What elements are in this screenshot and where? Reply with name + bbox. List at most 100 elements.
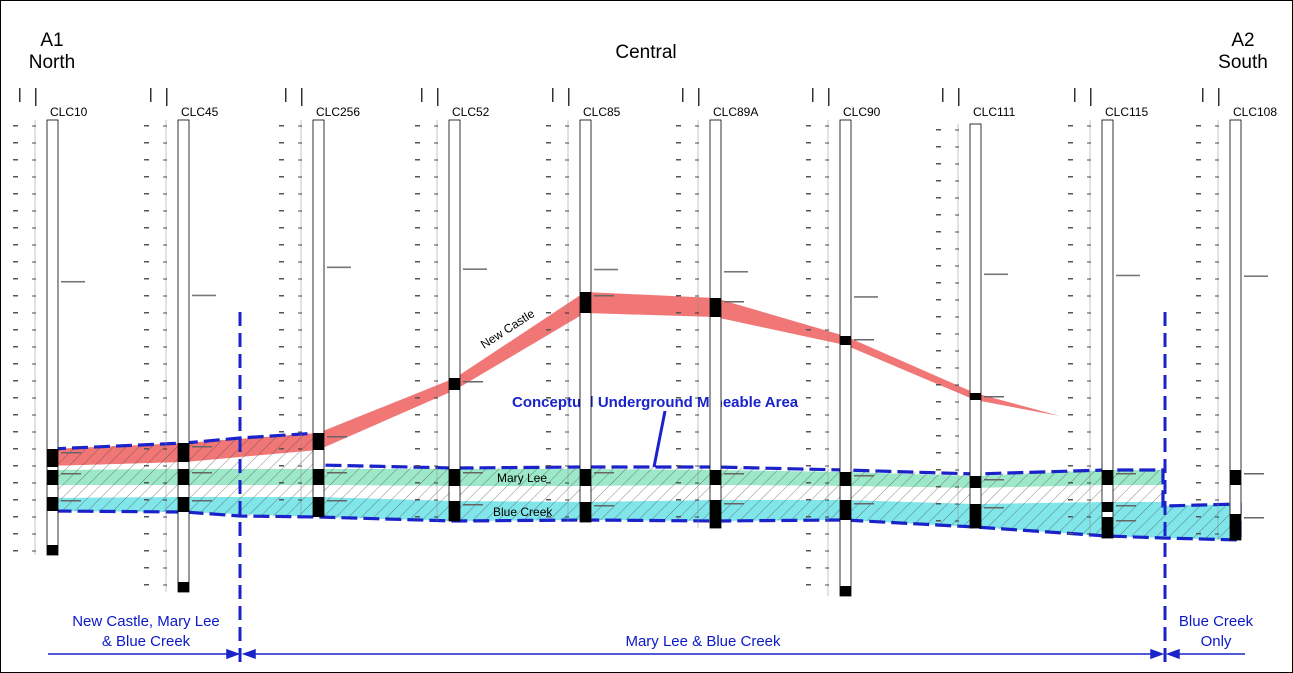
borehole-clc10: CLC10 — [13, 88, 88, 556]
depth-tick-label — [415, 159, 420, 161]
depth-tick-label — [13, 516, 18, 518]
coal-interval — [449, 469, 460, 486]
depth-tick-label — [415, 295, 420, 297]
depth-tick-label — [806, 261, 811, 263]
coal-interval — [1102, 470, 1113, 485]
depth-tick-label — [936, 316, 941, 318]
coal-interval — [1230, 470, 1241, 485]
borehole-id: CLC111 — [973, 105, 1016, 119]
borehole-column — [46, 119, 59, 556]
borehole-bottom — [580, 512, 591, 522]
depth-tick-label — [1068, 125, 1073, 127]
depth-tick-label — [13, 227, 18, 229]
depth-tick-label — [936, 248, 941, 250]
coal-interval — [178, 443, 189, 462]
coal-interval-note — [463, 381, 483, 383]
zone-label-left-line1: New Castle, Mary Lee — [72, 613, 220, 630]
section-header-a1: A1 North — [22, 30, 82, 74]
depth-tick-label — [546, 261, 551, 263]
mary-lee-label: Mary Lee — [497, 471, 547, 485]
depth-tick-label — [144, 125, 149, 127]
coal-interval — [970, 476, 981, 488]
depth-tick-label — [546, 397, 551, 399]
depth-tick-label — [676, 193, 681, 195]
section-header-a2: A2 South — [1210, 30, 1276, 74]
depth-tick-label — [279, 295, 284, 297]
depth-tick-label — [415, 465, 420, 467]
depth-tick-label — [546, 176, 551, 178]
depth-tick-label — [144, 414, 149, 416]
depth-tick-label — [936, 520, 941, 522]
column-annotation — [594, 268, 618, 271]
depth-tick-label — [676, 295, 681, 297]
depth-tick-label — [144, 142, 149, 144]
depth-tick-label — [936, 435, 941, 437]
depth-tick-label — [415, 312, 420, 314]
coal-interval-note — [463, 472, 483, 474]
depth-tick-label — [144, 176, 149, 178]
section-header-a2-id: A2 — [1231, 30, 1255, 51]
depth-tick-label — [1068, 482, 1073, 484]
depth-tick-label — [13, 482, 18, 484]
column-annotation — [463, 268, 487, 270]
coal-interval-note — [854, 475, 874, 477]
depth-tick-label — [676, 414, 681, 416]
depth-tick-label — [415, 193, 420, 195]
depth-tick-label — [279, 210, 284, 212]
depth-tick-label — [546, 346, 551, 348]
borehole-column — [448, 119, 461, 522]
new-castle-seam-band — [50, 292, 1060, 466]
depth-tick-label — [1196, 448, 1201, 450]
depth-tick-label — [144, 516, 149, 518]
depth-tick-label — [1068, 244, 1073, 246]
coal-interval-note — [854, 339, 874, 341]
depth-tick-label — [1196, 176, 1201, 178]
coal-interval — [580, 502, 591, 520]
depth-tick-label — [1196, 516, 1201, 518]
depth-tick-label — [13, 193, 18, 195]
borehole-id: CLC90 — [843, 105, 881, 119]
depth-tick-label — [806, 329, 811, 331]
depth-tick-label — [936, 265, 941, 267]
depth-tick-label — [1196, 312, 1201, 314]
depth-tick-label — [415, 482, 420, 484]
depth-tick-label — [1068, 210, 1073, 212]
depth-tick-label — [13, 533, 18, 535]
borehole-id: CLC52 — [452, 105, 490, 119]
borehole-id: CLC85 — [583, 105, 621, 119]
depth-tick-label — [1196, 244, 1201, 246]
depth-tick-label — [676, 125, 681, 127]
column-header-mark — [285, 88, 287, 102]
depth-tick-label — [415, 397, 420, 399]
depth-tick-label — [546, 499, 551, 501]
depth-tick-label — [13, 329, 18, 331]
depth-tick-label — [676, 278, 681, 280]
mineable-area-label: Conceptual Underground Mineable Area — [512, 394, 799, 411]
section-header-a1-id: A1 — [40, 30, 64, 51]
coal-interval-note — [984, 479, 1004, 481]
depth-tick-label — [546, 159, 551, 161]
depth-tick-label — [936, 401, 941, 403]
depth-tick-label — [415, 261, 420, 263]
depth-tick-label — [546, 482, 551, 484]
coal-interval-note — [1116, 520, 1136, 522]
borehole-column — [579, 119, 592, 523]
column-header-mark — [552, 88, 554, 102]
borehole-clc89a: CLC89A — [676, 88, 758, 529]
depth-tick-label — [13, 278, 18, 280]
depth-tick-label — [1196, 227, 1201, 229]
depth-tick-label — [806, 465, 811, 467]
borehole-clc52: CLC52 — [415, 88, 490, 522]
depth-tick-label — [415, 516, 420, 518]
depth-tick-label — [415, 227, 420, 229]
depth-tick-label — [546, 431, 551, 433]
depth-tick-label — [546, 142, 551, 144]
coal-interval — [840, 336, 851, 345]
coal-interval — [178, 469, 189, 485]
depth-tick-label — [1068, 346, 1073, 348]
depth-tick-label — [936, 146, 941, 148]
depth-tick-label — [415, 278, 420, 280]
depth-tick-label — [415, 329, 420, 331]
column-header-mark — [150, 88, 152, 102]
coal-interval-note — [327, 472, 347, 474]
